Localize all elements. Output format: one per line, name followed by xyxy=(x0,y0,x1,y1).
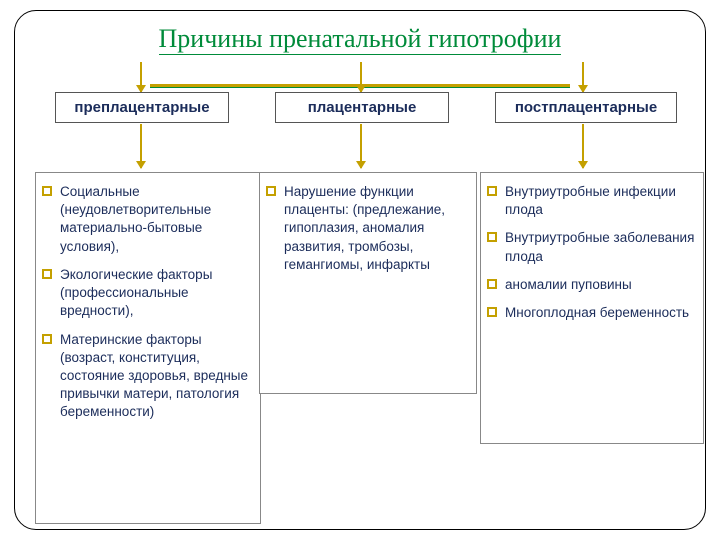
arrow-placental-down xyxy=(360,124,362,168)
list-item: Внутриутробные заболевания плода xyxy=(487,229,695,265)
arrow-title-to-placental xyxy=(360,62,362,92)
arrow-preplacental-down xyxy=(140,124,142,168)
list-item: Материнские факторы (возраст, конституци… xyxy=(42,331,252,422)
content-postplacental: Внутриутробные инфекции плода Внутриутро… xyxy=(480,172,704,444)
arrow-title-to-postplacental xyxy=(582,62,584,92)
list-item: Внутриутробные инфекции плода xyxy=(487,183,695,219)
header-placental: плацентарные xyxy=(275,92,449,123)
list-item: Нарушение функции плаценты: (предлежание… xyxy=(266,183,468,274)
arrow-title-to-preplacental xyxy=(140,62,142,92)
list-item: Экологические факторы (профессиональные … xyxy=(42,266,252,321)
list-item: Многоплодная беременность xyxy=(487,304,695,322)
content-preplacental: Социальные (неудовлетворительные материа… xyxy=(35,172,261,524)
list-item: аномалии пуповины xyxy=(487,276,695,294)
header-postplacental: постплацентарные xyxy=(495,92,677,123)
header-preplacental: преплацентарные xyxy=(55,92,229,123)
content-placental: Нарушение функции плаценты: (предлежание… xyxy=(259,172,477,394)
list-item: Социальные (неудовлетворительные материа… xyxy=(42,183,252,256)
arrow-postplacental-down xyxy=(582,124,584,168)
page-title: Причины пренатальной гипотрофии xyxy=(0,24,720,54)
title-text: Причины пренатальной гипотрофии xyxy=(159,24,562,55)
